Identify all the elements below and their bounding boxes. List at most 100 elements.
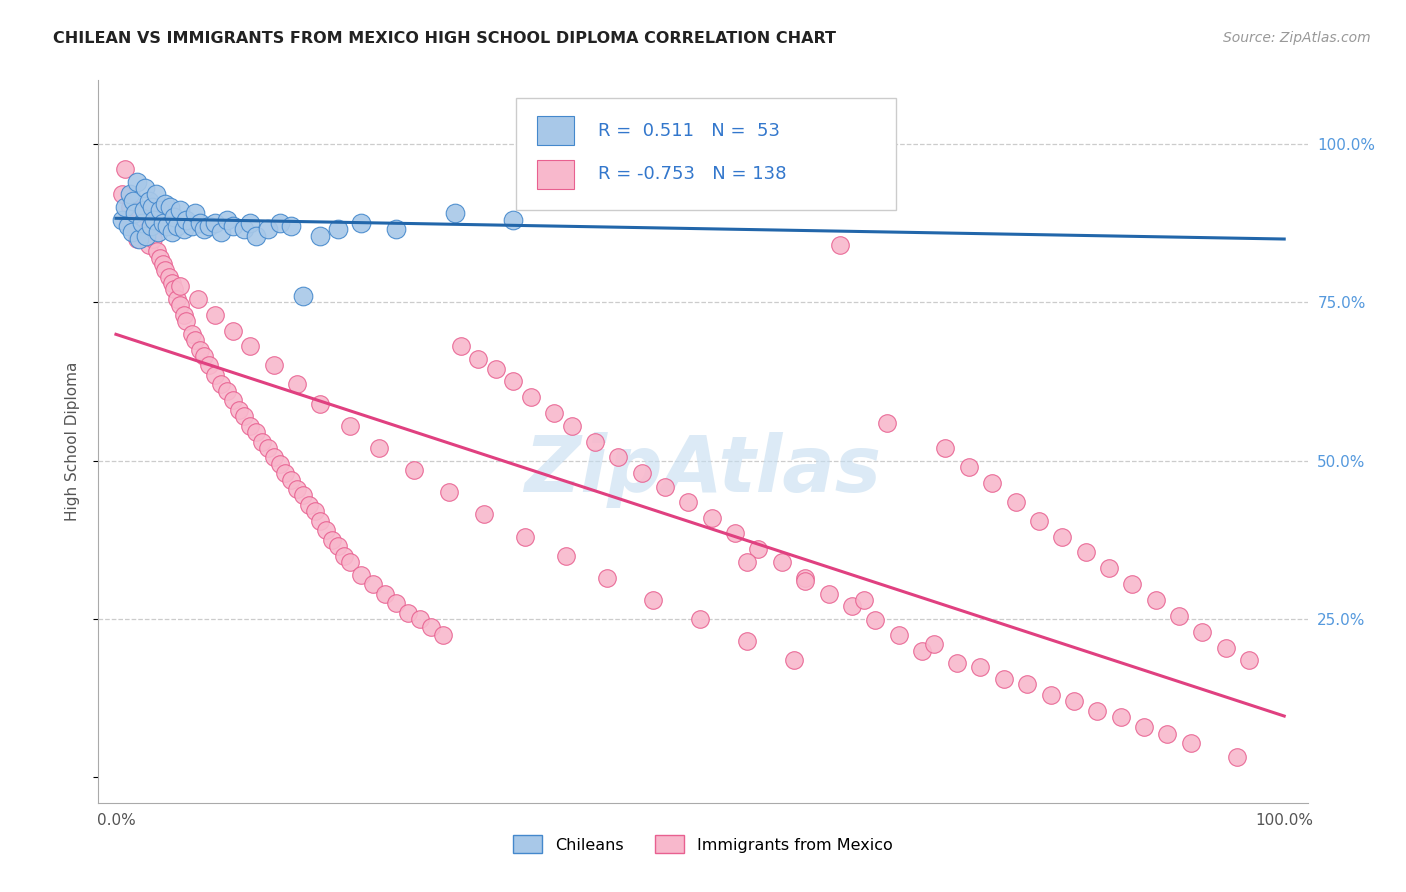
Point xyxy=(193,222,215,236)
Point xyxy=(817,587,839,601)
Point xyxy=(339,555,361,569)
Point xyxy=(215,384,238,398)
Point xyxy=(1063,694,1085,708)
Point xyxy=(309,228,332,243)
Point xyxy=(118,187,141,202)
Point xyxy=(152,257,174,271)
Point xyxy=(554,549,576,563)
Point xyxy=(583,434,606,449)
Point xyxy=(1237,653,1260,667)
Point xyxy=(174,314,197,328)
Point xyxy=(1098,561,1121,575)
Point xyxy=(222,393,245,408)
Point xyxy=(204,308,226,322)
Point xyxy=(1180,735,1202,749)
Point xyxy=(222,219,245,233)
Point xyxy=(1074,545,1097,559)
Point xyxy=(111,212,134,227)
Point xyxy=(1109,710,1132,724)
Point xyxy=(735,634,758,648)
Point xyxy=(361,577,384,591)
Point xyxy=(125,232,148,246)
Point xyxy=(432,628,454,642)
Point xyxy=(122,194,145,208)
Point xyxy=(485,361,508,376)
Point xyxy=(304,504,326,518)
Point xyxy=(689,612,711,626)
Point xyxy=(121,226,143,240)
Point xyxy=(643,593,665,607)
Point xyxy=(981,475,1004,490)
Point xyxy=(841,599,863,614)
Point xyxy=(770,555,793,569)
Point xyxy=(543,406,565,420)
Point xyxy=(149,251,172,265)
Point xyxy=(222,324,245,338)
Point xyxy=(922,637,945,651)
Point xyxy=(169,279,191,293)
Point xyxy=(256,441,278,455)
Point xyxy=(125,175,148,189)
Point xyxy=(149,203,172,218)
Point xyxy=(472,508,495,522)
Point xyxy=(215,212,238,227)
Point xyxy=(443,206,465,220)
Point xyxy=(122,219,145,233)
Point xyxy=(852,593,875,607)
Point xyxy=(1226,750,1249,764)
Point xyxy=(1168,608,1191,623)
Point xyxy=(1121,577,1143,591)
Point xyxy=(285,482,308,496)
Point xyxy=(163,210,186,224)
Point xyxy=(321,533,343,547)
Point xyxy=(326,222,349,236)
Point xyxy=(173,222,195,236)
Point xyxy=(204,368,226,382)
Point xyxy=(513,530,536,544)
Point xyxy=(291,488,314,502)
Point xyxy=(142,232,165,246)
Point xyxy=(607,450,630,465)
Point xyxy=(367,441,389,455)
Point xyxy=(385,222,408,236)
Text: CHILEAN VS IMMIGRANTS FROM MEXICO HIGH SCHOOL DIPLOMA CORRELATION CHART: CHILEAN VS IMMIGRANTS FROM MEXICO HIGH S… xyxy=(53,31,837,46)
Point xyxy=(153,197,176,211)
Point xyxy=(114,200,136,214)
Point xyxy=(1156,727,1178,741)
Point xyxy=(263,359,285,373)
Point xyxy=(1191,624,1213,639)
Point xyxy=(350,567,373,582)
Legend: Chileans, Immigrants from Mexico: Chileans, Immigrants from Mexico xyxy=(508,829,898,860)
Text: R =  0.511   N =  53: R = 0.511 N = 53 xyxy=(598,122,780,140)
Point xyxy=(169,298,191,312)
Point xyxy=(678,494,700,508)
Point xyxy=(865,613,887,627)
Point xyxy=(934,441,956,455)
Text: ZipAtlas: ZipAtlas xyxy=(524,433,882,508)
Point xyxy=(184,206,207,220)
Point xyxy=(350,216,373,230)
Point xyxy=(374,587,396,601)
Point xyxy=(245,228,267,243)
Point xyxy=(180,219,202,233)
Point xyxy=(187,292,209,306)
Point xyxy=(782,653,804,667)
Point xyxy=(700,510,723,524)
Point xyxy=(911,643,934,657)
Point xyxy=(450,339,472,353)
Point xyxy=(163,282,186,296)
Point xyxy=(184,333,207,347)
Point xyxy=(420,619,443,633)
Point xyxy=(139,216,162,230)
Point xyxy=(1039,688,1062,702)
Point xyxy=(519,169,541,183)
Point xyxy=(269,457,291,471)
Point xyxy=(794,574,817,588)
Point xyxy=(298,498,321,512)
Point xyxy=(993,672,1015,686)
Point xyxy=(326,539,349,553)
Point xyxy=(131,216,153,230)
Point xyxy=(152,216,174,230)
Text: R = -0.753   N = 138: R = -0.753 N = 138 xyxy=(598,165,786,183)
Point xyxy=(332,549,354,563)
